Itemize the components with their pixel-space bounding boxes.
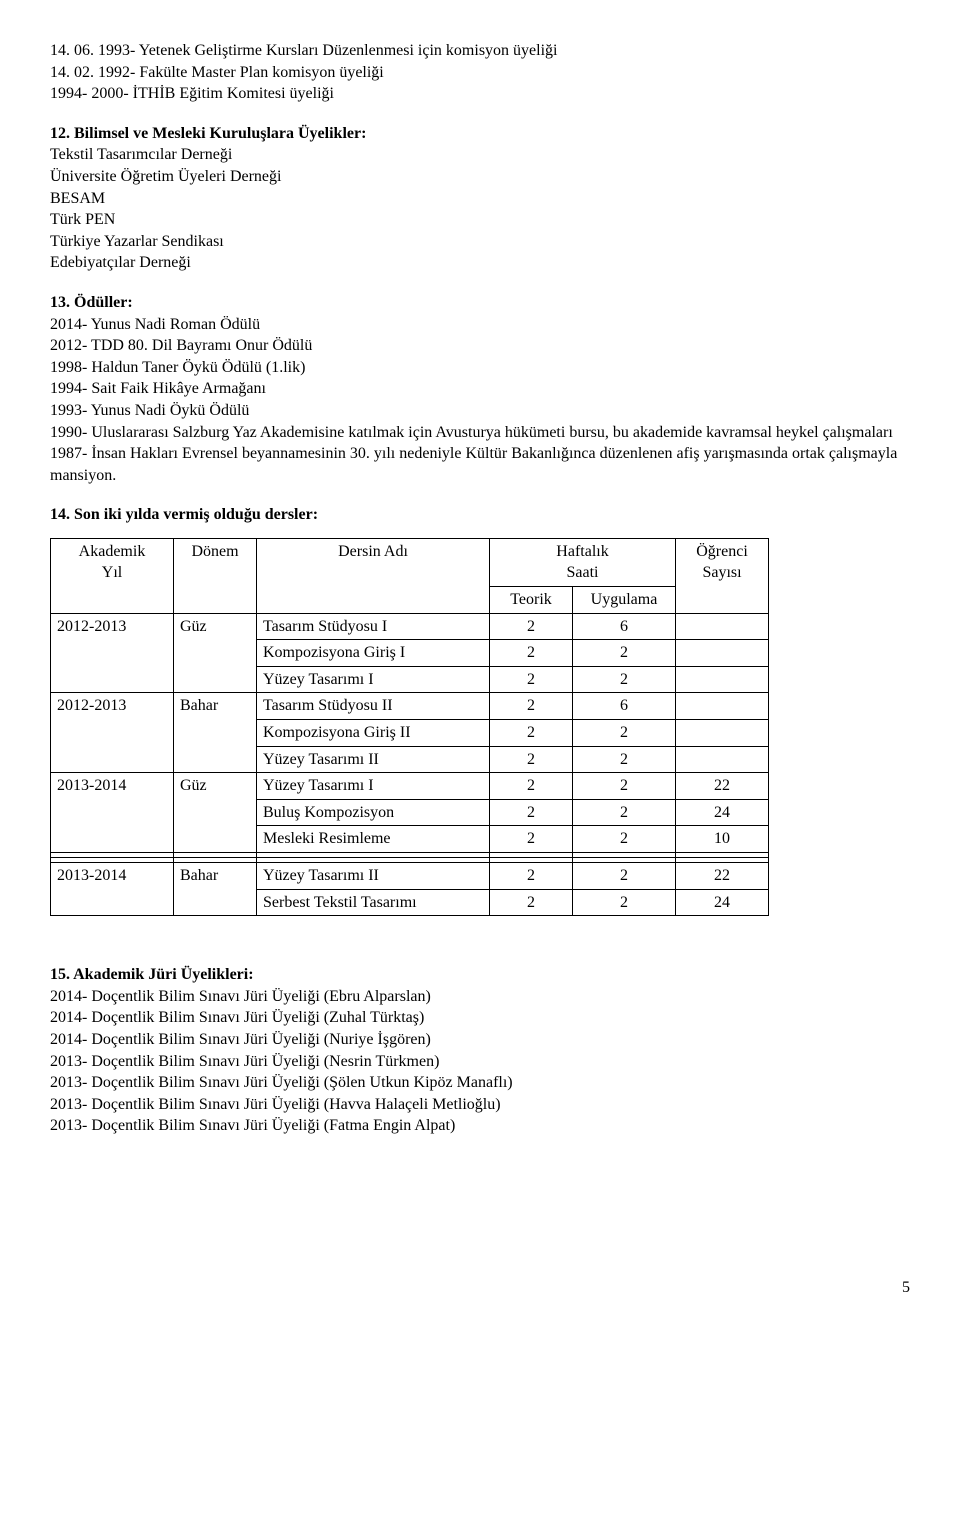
table-row: 2013-2014 Bahar Yüzey Tasarımı II 2 2 22 <box>51 863 769 890</box>
section-14-title: 14. Son iki yılda vermiş olduğu dersler: <box>50 504 910 526</box>
cell-sayi <box>676 640 769 667</box>
section-14: 14. Son iki yılda vermiş olduğu dersler:… <box>50 504 910 916</box>
cell-ders: Yüzey Tasarımı I <box>257 773 490 800</box>
cell-ders: Yüzey Tasarımı II <box>257 746 490 773</box>
cell-teorik: 2 <box>490 863 573 890</box>
cell-ders: Kompozisyona Giriş I <box>257 640 490 667</box>
cell-teorik: 2 <box>490 613 573 640</box>
jury-item: 2014- Doçentlik Bilim Sınavı Jüri Üyeliğ… <box>50 1007 910 1029</box>
cell-yil: 2013-2014 <box>51 773 174 853</box>
membership-item: Üniversite Öğretim Üyeleri Derneği <box>50 166 910 188</box>
th-uygulama: Uygulama <box>573 587 676 614</box>
th-teorik: Teorik <box>490 587 573 614</box>
cell-ders: Buluş Kompozisyon <box>257 799 490 826</box>
section-12-title: 12. Bilimsel ve Mesleki Kuruluşlara Üyel… <box>50 123 910 145</box>
cell-uygulama: 2 <box>573 640 676 667</box>
courses-table: Akademik Yıl Dönem Dersin Adı Haftalık S… <box>50 538 769 916</box>
section-12: 12. Bilimsel ve Mesleki Kuruluşlara Üyel… <box>50 123 910 274</box>
item-line: 14. 06. 1993- Yetenek Geliştirme Kurslar… <box>50 40 910 62</box>
cell-uygulama: 2 <box>573 746 676 773</box>
cell-donem: Bahar <box>174 693 257 773</box>
cell-teorik: 2 <box>490 746 573 773</box>
cell-donem: Bahar <box>174 863 257 916</box>
membership-item: BESAM <box>50 188 910 210</box>
th-dersin: Dersin Adı <box>257 538 490 613</box>
membership-item: Türkiye Yazarlar Sendikası <box>50 231 910 253</box>
cell-sayi <box>676 720 769 747</box>
cell-sayi <box>676 666 769 693</box>
award-item: 1990- Uluslararası Salzburg Yaz Akademis… <box>50 422 910 444</box>
award-item: 2014- Yunus Nadi Roman Ödülü <box>50 314 910 336</box>
jury-item: 2013- Doçentlik Bilim Sınavı Jüri Üyeliğ… <box>50 1072 910 1094</box>
cell-ders: Yüzey Tasarımı I <box>257 666 490 693</box>
cell-sayi <box>676 613 769 640</box>
table-row: 2012-2013 Güz Tasarım Stüdyosu I 2 6 <box>51 613 769 640</box>
cell-ders: Serbest Tekstil Tasarımı <box>257 889 490 916</box>
cell-sayi: 24 <box>676 799 769 826</box>
cell-uygulama: 2 <box>573 666 676 693</box>
section-13: 13. Ödüller: 2014- Yunus Nadi Roman Ödül… <box>50 292 910 486</box>
jury-item: 2014- Doçentlik Bilim Sınavı Jüri Üyeliğ… <box>50 986 910 1008</box>
th-ogrenci: Öğrenci Sayısı <box>676 538 769 613</box>
jury-item: 2013- Doçentlik Bilim Sınavı Jüri Üyeliğ… <box>50 1051 910 1073</box>
cell-uygulama: 2 <box>573 826 676 853</box>
cell-sayi: 22 <box>676 773 769 800</box>
membership-item: Tekstil Tasarımcılar Derneği <box>50 144 910 166</box>
award-item: 1994- Sait Faik Hikâye Armağanı <box>50 378 910 400</box>
cell-yil: 2013-2014 <box>51 863 174 916</box>
jury-item: 2013- Doçentlik Bilim Sınavı Jüri Üyeliğ… <box>50 1115 910 1137</box>
award-item: 1987- İnsan Hakları Evrensel beyannamesi… <box>50 443 910 486</box>
section-15-title: 15. Akademik Jüri Üyelikleri: <box>50 964 910 986</box>
cell-sayi: 10 <box>676 826 769 853</box>
cell-teorik: 2 <box>490 773 573 800</box>
cell-uygulama: 2 <box>573 889 676 916</box>
th-haftalik: Haftalık Saati <box>490 538 676 586</box>
membership-item: Edebiyatçılar Derneği <box>50 252 910 274</box>
section-13-title: 13. Ödüller: <box>50 292 910 314</box>
cell-sayi: 24 <box>676 889 769 916</box>
cell-uygulama: 2 <box>573 799 676 826</box>
cell-sayi: 22 <box>676 863 769 890</box>
cell-teorik: 2 <box>490 826 573 853</box>
cell-ders: Yüzey Tasarımı II <box>257 863 490 890</box>
cell-uygulama: 2 <box>573 720 676 747</box>
jury-item: 2014- Doçentlik Bilim Sınavı Jüri Üyeliğ… <box>50 1029 910 1051</box>
cell-donem: Güz <box>174 773 257 853</box>
cell-sayi <box>676 746 769 773</box>
cell-sayi <box>676 693 769 720</box>
table-row: 2013-2014 Güz Yüzey Tasarımı I 2 2 22 <box>51 773 769 800</box>
membership-item: Türk PEN <box>50 209 910 231</box>
item-line: 1994- 2000- İTHİB Eğitim Komitesi üyeliğ… <box>50 83 910 105</box>
award-item: 1998- Haldun Taner Öykü Ödülü (1.lik) <box>50 357 910 379</box>
item-line: 14. 02. 1992- Fakülte Master Plan komisy… <box>50 62 910 84</box>
cell-uygulama: 2 <box>573 773 676 800</box>
cell-uygulama: 6 <box>573 693 676 720</box>
cell-ders: Tasarım Stüdyosu II <box>257 693 490 720</box>
cell-donem: Güz <box>174 613 257 693</box>
cell-yil: 2012-2013 <box>51 693 174 773</box>
item-lines: 14. 06. 1993- Yetenek Geliştirme Kurslar… <box>50 40 910 105</box>
th-donem: Dönem <box>174 538 257 613</box>
cell-uygulama: 2 <box>573 863 676 890</box>
cell-yil: 2012-2013 <box>51 613 174 693</box>
award-item: 2012- TDD 80. Dil Bayramı Onur Ödülü <box>50 335 910 357</box>
cell-teorik: 2 <box>490 889 573 916</box>
cell-teorik: 2 <box>490 666 573 693</box>
cell-teorik: 2 <box>490 720 573 747</box>
cell-ders: Mesleki Resimleme <box>257 826 490 853</box>
th-akademik: Akademik Yıl <box>51 538 174 613</box>
cell-uygulama: 6 <box>573 613 676 640</box>
cell-teorik: 2 <box>490 640 573 667</box>
table-row: 2012-2013 Bahar Tasarım Stüdyosu II 2 6 <box>51 693 769 720</box>
cell-ders: Tasarım Stüdyosu I <box>257 613 490 640</box>
award-item: 1993- Yunus Nadi Öykü Ödülü <box>50 400 910 422</box>
page-number: 5 <box>50 1277 910 1299</box>
jury-item: 2013- Doçentlik Bilim Sınavı Jüri Üyeliğ… <box>50 1094 910 1116</box>
section-15: 15. Akademik Jüri Üyelikleri: 2014- Doçe… <box>50 964 910 1137</box>
cell-teorik: 2 <box>490 693 573 720</box>
cell-teorik: 2 <box>490 799 573 826</box>
cell-ders: Kompozisyona Giriş II <box>257 720 490 747</box>
